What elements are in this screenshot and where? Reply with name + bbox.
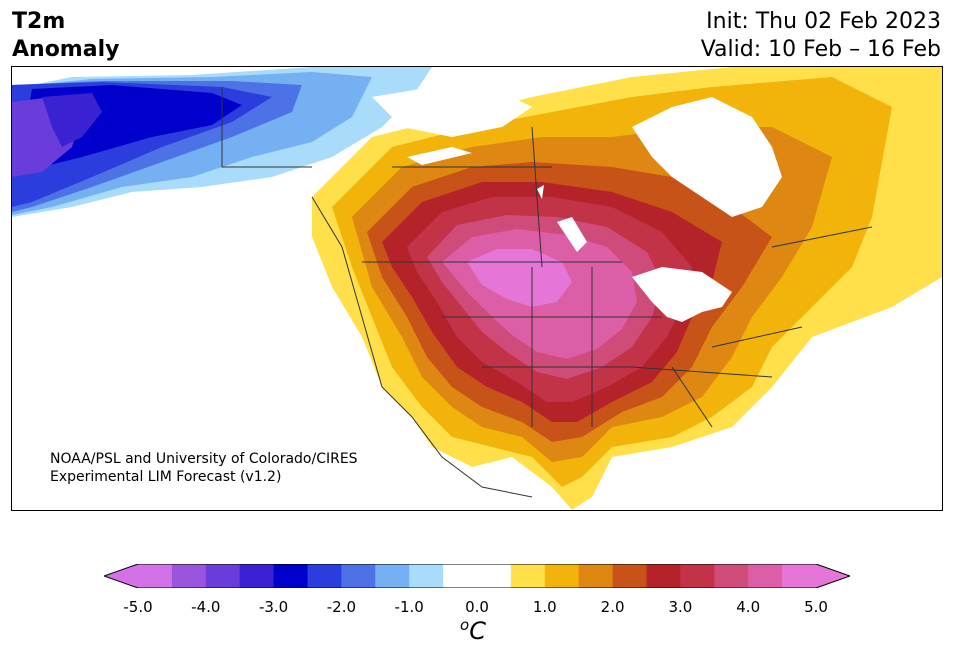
colorbar-bin <box>138 564 173 588</box>
title-left: T2m Anomaly <box>12 8 119 64</box>
credit-text: NOAA/PSL and University of Colorado/CIRE… <box>50 450 358 486</box>
unit-superscript: o <box>460 616 470 634</box>
borders <box>221 87 873 498</box>
anomaly-map <box>12 67 942 510</box>
colorbar-bin <box>273 564 308 588</box>
colorbar-tick-label: -2.0 <box>326 598 357 616</box>
colorbar-over-arrow <box>816 564 850 588</box>
hudson-bay <box>632 97 782 217</box>
colorbar <box>104 564 850 588</box>
warm-9 <box>467 249 572 307</box>
colorbar-tick-label: 3.0 <box>668 598 693 616</box>
colorbar-bin <box>477 564 512 588</box>
credit-line-2: Experimental LIM Forecast (v1.2) <box>50 469 282 485</box>
colorbar-tick-label: 4.0 <box>736 598 761 616</box>
great-lakes <box>632 267 732 322</box>
title-right: Init: Thu 02 Feb 2023 Valid: 10 Feb – 16… <box>701 8 941 64</box>
colorbar-bin <box>409 564 444 588</box>
colorbar-bin <box>510 564 546 588</box>
colorbar-bin <box>646 564 681 588</box>
colorbar-tick-label: 1.0 <box>532 598 557 616</box>
unit-label: oC <box>460 616 486 645</box>
colorbar-bin <box>748 564 783 588</box>
colorbar-bin <box>205 564 241 588</box>
colorbar-bin <box>782 564 817 588</box>
colorbar-bin <box>612 564 647 588</box>
colorbar-tick-label: -1.0 <box>394 598 424 616</box>
colorbar-bin <box>341 564 376 588</box>
alaska-cold-7 <box>42 93 102 147</box>
colorbar-bin <box>443 564 478 588</box>
colorbar-tick-label: -5.0 <box>123 598 153 616</box>
lake-small-1 <box>407 147 472 165</box>
colorbar-bin <box>171 564 207 588</box>
colorbar-bin <box>307 564 342 588</box>
map-panel: NOAA/PSL and University of Colorado/CIRE… <box>11 66 943 511</box>
atlantic-ocean <box>612 327 942 510</box>
colorbar-tick-label: -4.0 <box>191 598 221 616</box>
arctic-water <box>372 87 532 137</box>
colorbar-bin <box>680 564 715 588</box>
lake-small-2 <box>557 217 587 252</box>
colorbar-bin <box>578 564 614 588</box>
colorbar-tick-label: 5.0 <box>804 598 828 616</box>
colorbar-tick-label: 0.0 <box>465 598 489 616</box>
colorbar-ticks: -5.0 -4.0 -3.0 -2.0 -1.0 0.0 1.0 2.0 3.0 4.0 5.0 <box>0 598 953 618</box>
lake-small-3 <box>537 185 544 199</box>
valid-range: Valid: 10 Feb – 16 Feb <box>700 37 941 62</box>
credit-line-1: NOAA/PSL and University of Colorado/CIRE… <box>50 451 358 467</box>
colorbar-tick-label: -3.0 <box>258 598 289 616</box>
colorbar-bin <box>375 564 410 588</box>
init-date: Init: Thu 02 Feb 2023 <box>706 9 941 34</box>
pacific-ocean <box>12 187 492 510</box>
variable-label: T2m <box>12 9 66 34</box>
anomaly-label: Anomaly <box>12 37 120 62</box>
colorbar-bin <box>239 564 275 588</box>
colorbar-bin <box>714 564 749 588</box>
colorbar-bin <box>544 564 580 588</box>
colorbar-tick-label: 2.0 <box>600 598 625 616</box>
unit-base: C <box>469 617 486 645</box>
colorbar-under-arrow <box>104 564 138 588</box>
